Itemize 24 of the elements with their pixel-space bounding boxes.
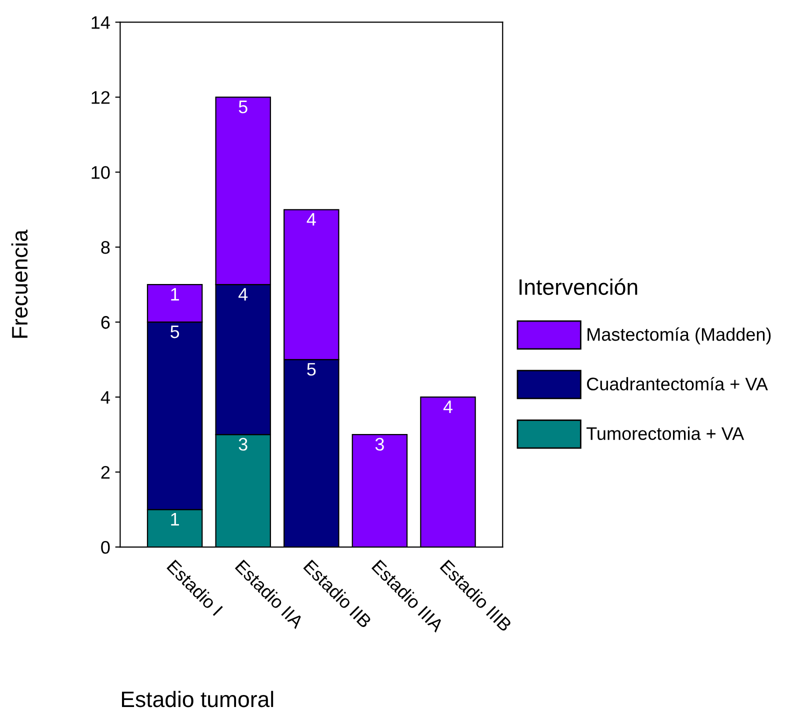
legend-label: Mastectomía (Madden) [588, 327, 771, 344]
legend-label: Tumorectomia + VA [586, 426, 744, 440]
data-label: 3 [238, 438, 248, 451]
y-tick-label: 2 [101, 466, 110, 479]
data-label: 5 [238, 100, 248, 114]
y-tick-label: 0 [101, 540, 110, 554]
data-label: 4 [238, 288, 248, 301]
y-tick-label: 10 [92, 166, 110, 179]
y-axis-title: Frecuencia [11, 230, 28, 338]
legend-label: Cuadrantectomía + VA [587, 376, 768, 390]
y-tick-label: 6 [101, 316, 110, 329]
y-tick-label: 14 [92, 16, 110, 29]
x-axis-title: Estadio tumoral [122, 690, 274, 708]
data-label: 4 [306, 213, 316, 226]
y-tick-label: 8 [101, 241, 110, 254]
data-label: 5 [170, 326, 180, 338]
data-label: 5 [307, 363, 316, 376]
data-label: 4 [443, 400, 452, 413]
data-label: 1 [171, 513, 179, 526]
data-label: 1 [171, 288, 179, 301]
y-tick-label: 12 [92, 91, 110, 104]
data-label: 3 [375, 438, 384, 451]
legend-title: Intervención [520, 278, 638, 295]
y-tick-label: 4 [100, 391, 110, 404]
